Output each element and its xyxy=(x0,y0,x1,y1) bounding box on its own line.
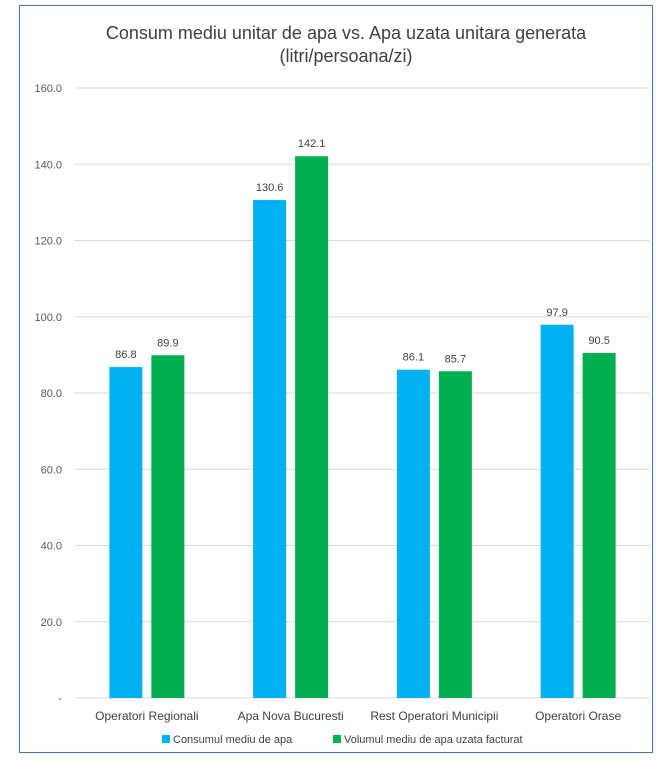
bar-series-1 xyxy=(540,324,574,698)
bar-series-1 xyxy=(253,200,287,698)
x-category-label: Apa Nova Bucuresti xyxy=(238,709,344,723)
x-category-label: Operatori Regionali xyxy=(95,709,198,723)
data-label: 86.8 xyxy=(115,349,136,361)
y-tick-label: - xyxy=(58,693,62,705)
bar-series-2 xyxy=(295,156,329,698)
y-axis-ticks: - 20.0 40.0 60.0 80.0 100.0 120.0 140.0 160.0 xyxy=(34,83,62,705)
x-category-label: Rest Operatori Municipii xyxy=(370,709,498,723)
bar-series-2 xyxy=(438,371,472,698)
bar-series-2 xyxy=(151,355,185,698)
bar-series-1 xyxy=(396,369,430,698)
legend-swatch-2 xyxy=(333,735,341,743)
data-label: 142.1 xyxy=(298,138,326,150)
data-label: 97.9 xyxy=(546,307,567,319)
data-label: 130.6 xyxy=(256,182,284,194)
legend-label-2: Volumul mediu de apa uzata facturat xyxy=(344,734,523,746)
bars xyxy=(109,156,616,698)
x-axis-categories: Operatori Regionali Apa Nova Bucuresti Res… xyxy=(95,709,621,723)
chart-title: Consum mediu unitar de apa vs. Apa uzata… xyxy=(106,23,587,43)
legend-swatch-1 xyxy=(162,735,170,743)
data-label: 89.9 xyxy=(157,337,178,349)
bar-series-1 xyxy=(109,367,143,698)
data-label: 90.5 xyxy=(588,335,609,347)
legend-label-1: Consumul mediu de apa xyxy=(173,734,293,746)
y-tick-label: 160.0 xyxy=(34,83,62,95)
data-label: 86.1 xyxy=(403,352,424,364)
bar-series-2 xyxy=(582,352,616,698)
chart-subtitle: (litri/persoana/zi) xyxy=(279,46,412,66)
legend: Consumul mediu de apa Volumul mediu de ap… xyxy=(162,734,523,746)
y-tick-label: 60.0 xyxy=(41,464,62,476)
data-labels: 86.8 89.9 130.6 142.1 86.1 85.7 97.9 90.5 xyxy=(115,138,610,365)
x-category-label: Operatori Orase xyxy=(535,709,621,723)
y-tick-label: 100.0 xyxy=(34,312,62,324)
y-tick-label: 40.0 xyxy=(41,541,62,553)
y-tick-label: 120.0 xyxy=(34,236,62,248)
y-tick-label: 20.0 xyxy=(41,617,62,629)
data-label: 85.7 xyxy=(445,353,466,365)
y-tick-label: 80.0 xyxy=(41,388,62,400)
y-tick-label: 140.0 xyxy=(34,159,62,171)
